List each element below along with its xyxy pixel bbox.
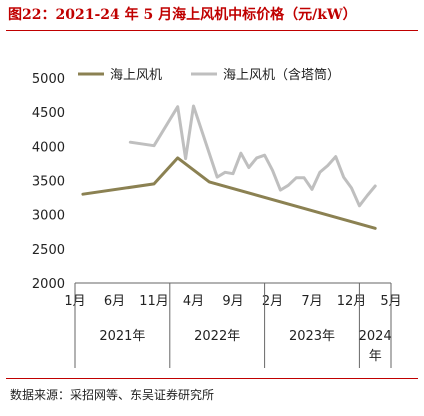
x-tick-label: 7月: [301, 294, 322, 309]
series-line: [128, 104, 377, 208]
x-tick-label: 2月: [262, 294, 283, 309]
series-line: [81, 156, 377, 230]
source-rule: [6, 378, 418, 379]
legend-label: 海上风机（含塔筒）: [223, 67, 340, 83]
y-tick-label: 3000: [32, 209, 65, 224]
x-tick-label: 9月: [222, 294, 243, 309]
legend: 海上风机 海上风机（含塔筒）: [78, 67, 340, 83]
x-tick-label: 4月: [183, 294, 204, 309]
legend-label: 海上风机: [110, 68, 162, 83]
figure-title: 图22：2021-24 年 5 月海上风机中标价格（元/kW）: [8, 7, 357, 23]
source-note: 数据来源：采招网等、东吴证券研究所: [10, 388, 215, 402]
year-label: 2023年: [289, 329, 335, 344]
x-tick-label: 12月: [337, 294, 367, 309]
y-axis: 2000 2500 3000 3500 4000 4500 5000: [32, 72, 65, 292]
title-rule: [6, 30, 418, 31]
year-label: 2024 年: [359, 329, 392, 364]
y-tick-label: 5000: [32, 72, 65, 87]
year-label: 2022年: [194, 329, 240, 344]
y-tick-label: 4000: [32, 140, 65, 155]
year-label: 2021年: [99, 329, 145, 344]
series-layer: [81, 104, 377, 230]
y-tick-label: 4500: [32, 106, 65, 121]
y-tick-label: 2500: [32, 243, 65, 258]
y-tick-label: 3500: [32, 175, 65, 190]
x-tick-label: 11月: [139, 294, 169, 309]
y-tick-label: 2000: [32, 277, 65, 292]
x-tick-label: 6月: [104, 294, 125, 309]
